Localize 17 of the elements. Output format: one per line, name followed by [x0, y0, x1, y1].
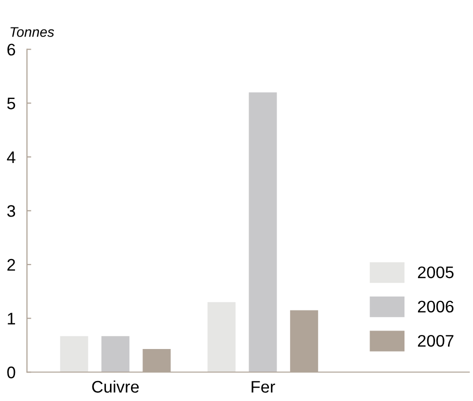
y-axis-title: Tonnes	[10, 27, 54, 37]
legend-label: 2006	[418, 300, 454, 313]
y-tick-label: 0	[7, 366, 16, 378]
y-tick-label: 6	[7, 44, 16, 56]
y-tick-label: 2	[7, 258, 16, 271]
legend-label: 2005	[418, 266, 454, 278]
y-tick-label: 1	[8, 312, 16, 324]
x-tick-label: Cuivre	[92, 380, 139, 393]
y-tick-label: 4	[6, 152, 16, 163]
bar	[101, 336, 130, 372]
x-tick-label: Fer	[252, 381, 276, 393]
bar	[208, 302, 236, 372]
bar	[248, 92, 277, 372]
bar	[60, 336, 88, 372]
y-tick-label: 5	[7, 98, 16, 110]
y-tick-label: 3	[7, 205, 16, 217]
legend-label: 2007	[418, 334, 454, 347]
